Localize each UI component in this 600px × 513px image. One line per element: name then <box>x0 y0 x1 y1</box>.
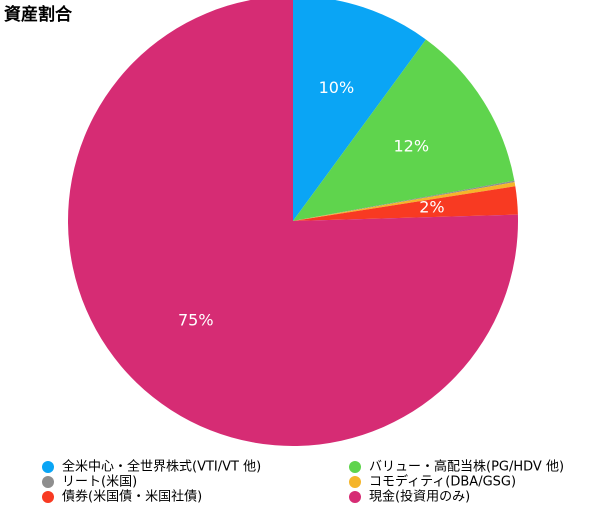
pie-slice <box>68 0 518 446</box>
legend-swatch <box>349 476 361 488</box>
value-label: 12% <box>393 136 429 155</box>
legend-label: 債券(米国債・米国社債) <box>62 489 202 505</box>
legend-label: 全米中心・全世界株式(VTI/VT 他) <box>62 459 261 475</box>
pie-slice <box>293 39 515 221</box>
legend-label: リート(米国) <box>62 475 137 490</box>
pie-slice <box>293 182 516 221</box>
legend-swatch <box>349 461 361 473</box>
value-label: 10% <box>319 78 355 97</box>
pie-slice <box>293 180 515 221</box>
legend-swatch <box>42 461 54 473</box>
chart-title: 資産割合 <box>4 4 73 25</box>
legend-swatch <box>42 476 54 488</box>
value-label: 75% <box>178 311 214 330</box>
legend-label: コモディティ(DBA/GSG) <box>369 474 516 490</box>
pie-slice <box>293 0 426 221</box>
legend-swatch <box>349 491 361 503</box>
legend-swatch <box>42 491 54 503</box>
value-label: 2% <box>419 198 444 217</box>
legend-label: 現金(投資用のみ) <box>369 489 470 505</box>
legend-label: バリュー・高配当株(PG/HDV 他) <box>369 459 564 475</box>
pie-slice <box>293 186 518 221</box>
